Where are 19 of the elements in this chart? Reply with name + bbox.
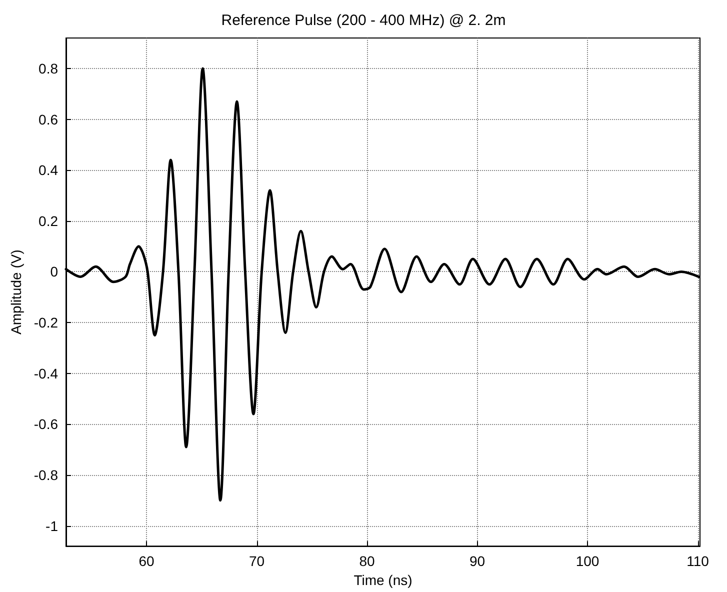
y-axis-title: Amplitude (V) — [8, 250, 24, 334]
y-tick-label: -0.6 — [34, 416, 58, 432]
x-tick-label: 110 — [686, 553, 710, 570]
x-tick-label: 100 — [576, 553, 600, 570]
y-tick-label: 0.4 — [38, 162, 58, 178]
y-tick-label: -0.2 — [34, 314, 58, 331]
y-tick-label: -0.4 — [34, 365, 58, 382]
x-tick-label: 90 — [469, 553, 486, 570]
y-tick-label: -1 — [46, 518, 58, 534]
x-tick-label: 70 — [248, 553, 265, 570]
y-tick-label: 0.8 — [38, 60, 58, 76]
x-tick-label: 80 — [359, 553, 376, 570]
y-tick-label: 0.6 — [38, 111, 58, 128]
x-axis-title: Time (ns) — [354, 572, 412, 588]
x-tick-label: 60 — [138, 553, 154, 570]
y-tick-label: 0 — [50, 264, 58, 280]
chart-title: Reference Pulse (200 - 400 MHz) @ 2. 2m — [221, 12, 506, 29]
y-tick-label: 0.2 — [38, 212, 58, 229]
y-tick-label: -0.8 — [34, 466, 58, 483]
